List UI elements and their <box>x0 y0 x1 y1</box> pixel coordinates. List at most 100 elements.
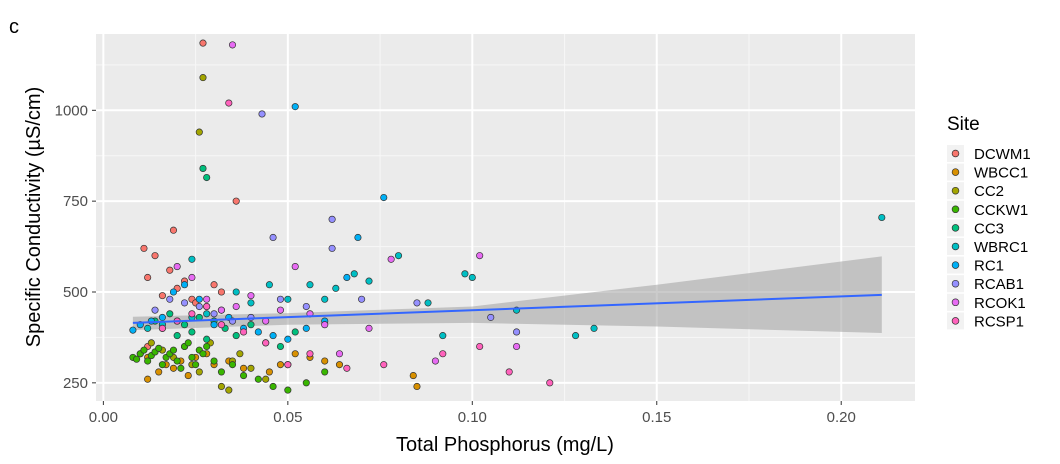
point-rcok1 <box>228 41 237 49</box>
point-dcwm1 <box>166 266 174 274</box>
point-wbrc1 <box>468 273 476 282</box>
point-wbcc1 <box>335 361 344 369</box>
y-axis-title: Specific Conductivity (µS/cm) <box>23 87 45 347</box>
point-wbrc1 <box>878 213 886 222</box>
legend-key-wbcc1 <box>951 168 960 176</box>
point-rc1 <box>129 326 137 334</box>
point-rcok1 <box>431 357 439 365</box>
y-tick-label: 1000 <box>55 102 88 119</box>
point-cckw1 <box>188 353 196 361</box>
point-cc3 <box>291 328 299 336</box>
legend-label-cckw1: CCKW1 <box>974 202 1028 219</box>
point-rcab1 <box>166 295 174 303</box>
legend-label-cc3: CC3 <box>974 220 1004 237</box>
point-cckw1 <box>269 382 277 391</box>
point-wbrc1 <box>188 255 196 263</box>
legend-label-dcwm1: DCWM1 <box>974 146 1031 163</box>
point-rcok1 <box>387 255 395 263</box>
point-cc3 <box>232 332 240 340</box>
point-wbcc1 <box>409 372 417 380</box>
point-rcsp1 <box>225 99 233 107</box>
point-wbcc1 <box>155 368 163 376</box>
point-rcab1 <box>276 295 285 303</box>
plot-panel <box>96 34 915 401</box>
point-rc1 <box>302 324 310 332</box>
point-wbrc1 <box>424 299 432 307</box>
point-rc1 <box>269 332 277 340</box>
point-cckw1 <box>184 339 192 347</box>
point-wbrc1 <box>394 252 403 260</box>
point-cckw1 <box>173 357 181 365</box>
point-dcwm1 <box>210 281 218 289</box>
legend-key-rcok1 <box>951 298 960 307</box>
point-dcwm1 <box>140 244 148 252</box>
point-rcsp1 <box>505 368 513 376</box>
point-rcsp1 <box>546 379 554 387</box>
legend-key-cc2 <box>951 186 960 195</box>
point-rcsp1 <box>476 342 484 351</box>
legend-label-rcsp1: RCSP1 <box>974 313 1024 330</box>
point-cc3 <box>276 342 285 351</box>
point-cc2 <box>147 339 155 347</box>
point-rc1 <box>291 103 299 111</box>
y-axis: 250 500 750 1000 <box>55 102 96 392</box>
point-rc1 <box>380 193 388 202</box>
point-rc1 <box>158 313 166 321</box>
point-wbrc1 <box>284 295 292 303</box>
point-cckw1 <box>217 368 225 376</box>
point-wbrc1 <box>144 324 152 332</box>
x-tick-label: 0.15 <box>642 409 671 426</box>
point-cckw1 <box>133 355 141 363</box>
point-rcab1 <box>151 306 159 314</box>
point-cckw1 <box>155 344 163 352</box>
point-rcab1 <box>302 302 310 311</box>
point-rc1 <box>147 317 155 325</box>
point-rcsp1 <box>217 321 225 329</box>
point-dcwm1 <box>169 226 178 234</box>
point-wbcc1 <box>265 368 273 376</box>
point-rcab1 <box>195 302 203 311</box>
point-rcsp1 <box>240 328 248 336</box>
point-rc1 <box>254 328 262 336</box>
point-rcok1 <box>276 306 285 314</box>
point-rcab1 <box>513 328 521 336</box>
point-cckw1 <box>210 357 218 365</box>
point-cc2 <box>225 386 233 394</box>
point-wbcc1 <box>321 357 329 365</box>
point-wbrc1 <box>247 299 255 307</box>
point-wbcc1 <box>240 364 248 372</box>
point-dcwm1 <box>217 288 225 296</box>
point-rcok1 <box>291 263 299 271</box>
point-cc3 <box>173 332 181 340</box>
confidence-band <box>132 256 882 334</box>
point-cckw1 <box>140 346 148 354</box>
point-cc3 <box>203 335 211 343</box>
trend-line <box>132 293 882 324</box>
point-rcsp1 <box>343 364 351 372</box>
point-rc1 <box>169 288 178 296</box>
point-cckw1 <box>192 361 200 369</box>
point-rcok1 <box>513 342 521 351</box>
legend-title: Site <box>947 114 980 135</box>
legend-label-wbcc1: WBCC1 <box>974 165 1028 182</box>
point-wbcc1 <box>169 364 178 372</box>
point-cc3 <box>203 173 211 182</box>
point-rc1 <box>210 321 218 329</box>
point-cckw1 <box>228 361 237 369</box>
point-cc2 <box>262 375 270 383</box>
point-wbrc1 <box>590 324 598 332</box>
point-cc2 <box>236 350 244 358</box>
point-dcwm1 <box>158 292 166 300</box>
point-wbrc1 <box>439 332 447 340</box>
point-rcok1 <box>321 321 329 329</box>
point-rcok1 <box>247 292 255 300</box>
point-wbrc1 <box>461 270 469 278</box>
point-rcsp1 <box>203 302 211 311</box>
point-dcwm1 <box>199 39 207 47</box>
point-wbcc1 <box>291 350 299 358</box>
point-cckw1 <box>254 375 262 383</box>
point-cckw1 <box>240 372 248 380</box>
point-rcsp1 <box>306 350 314 358</box>
x-axis: 0.00 0.05 0.10 0.15 0.20 <box>89 401 856 426</box>
